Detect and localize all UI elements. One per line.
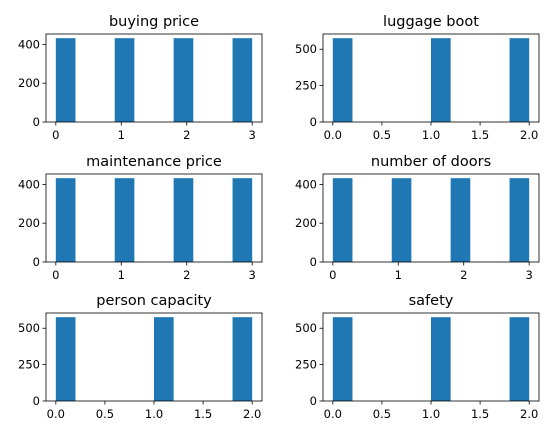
histogram-bar <box>333 178 353 262</box>
x-tick-label: 0 <box>329 268 336 282</box>
subplot-buying-price: buying price 0 1 2 3 0 200 400 <box>18 14 262 142</box>
x-tick-label: 1.5 <box>194 407 212 421</box>
y-tick-label: 400 <box>295 177 317 191</box>
histogram-bar <box>115 38 135 122</box>
x-tick-label: 1.5 <box>471 407 489 421</box>
subplot-title: buying price <box>109 14 199 30</box>
histogram-bar <box>56 38 76 122</box>
x-tick-label: 0.0 <box>324 407 342 421</box>
y-tick-label: 0 <box>310 255 317 269</box>
histogram-bar <box>154 317 174 401</box>
x-tick-label: 1 <box>395 268 402 282</box>
x-tick-label: 2.0 <box>520 407 538 421</box>
x-tick-label: 2 <box>183 128 190 142</box>
y-tick-label: 400 <box>18 37 40 51</box>
histogram-bar <box>56 178 76 262</box>
histogram-bar <box>333 38 353 122</box>
x-tick-label: 1.0 <box>422 128 440 142</box>
x-tick-label: 0.5 <box>96 407 114 421</box>
subplot-title: luggage boot <box>383 14 479 30</box>
x-tick-label: 0.0 <box>47 407 65 421</box>
x-tick-label: 0.5 <box>373 407 391 421</box>
histogram-bar <box>431 38 451 122</box>
x-tick-label: 2.0 <box>520 128 538 142</box>
x-tick-label: 3 <box>526 268 533 282</box>
histogram-bar <box>174 178 194 262</box>
histogram-bar <box>233 38 253 122</box>
axes-frame <box>46 34 262 122</box>
x-tick-label: 1 <box>118 268 125 282</box>
histogram-bar <box>174 38 194 122</box>
y-tick-label: 200 <box>18 216 40 230</box>
y-tick-label: 500 <box>18 321 40 335</box>
subplot-maintenance-price: maintenance price 0 1 2 3 0 200 400 <box>18 154 262 282</box>
x-tick-label: 1.5 <box>471 128 489 142</box>
y-tick-label: 500 <box>295 42 317 56</box>
histogram-bar <box>333 317 353 401</box>
histogram-bar <box>115 178 135 262</box>
subplot-title: maintenance price <box>86 154 222 170</box>
y-tick-label: 250 <box>295 79 317 93</box>
x-tick-label: 3 <box>249 128 256 142</box>
y-tick-label: 0 <box>310 115 317 129</box>
subplot-title: person capacity <box>96 293 212 309</box>
histogram-bar <box>233 317 253 401</box>
histogram-bar <box>510 38 530 122</box>
histogram-bar <box>233 178 253 262</box>
x-tick-label: 1 <box>118 128 125 142</box>
y-tick-label: 400 <box>18 177 40 191</box>
y-tick-label: 200 <box>295 216 317 230</box>
x-tick-label: 0.5 <box>373 128 391 142</box>
x-tick-label: 0 <box>52 268 59 282</box>
x-tick-label: 2.0 <box>243 407 261 421</box>
histogram-bar <box>392 178 412 262</box>
y-tick-label: 0 <box>33 115 40 129</box>
subplot-safety: safety 0.0 0.5 1.0 1.5 2.0 0 250 500 <box>295 293 539 421</box>
y-tick-label: 500 <box>295 321 317 335</box>
x-tick-label: 0 <box>52 128 59 142</box>
x-tick-label: 2 <box>460 268 467 282</box>
x-tick-label: 1.0 <box>145 407 163 421</box>
subplot-number-of-doors: number of doors 0 1 2 3 0 200 400 <box>295 154 539 282</box>
subplot-title: safety <box>409 293 454 309</box>
y-tick-label: 200 <box>18 76 40 90</box>
histogram-bar <box>510 317 530 401</box>
histogram-bar <box>56 317 76 401</box>
y-tick-label: 0 <box>33 255 40 269</box>
histogram-bar <box>451 178 471 262</box>
histogram-bar <box>510 178 530 262</box>
subplot-title: number of doors <box>371 154 491 170</box>
histogram-bar <box>431 317 451 401</box>
x-tick-label: 1.0 <box>422 407 440 421</box>
x-tick-label: 3 <box>249 268 256 282</box>
y-tick-label: 0 <box>33 394 40 408</box>
y-tick-label: 250 <box>18 358 40 372</box>
y-tick-label: 0 <box>310 394 317 408</box>
subplot-luggage-boot: luggage boot 0.0 0.5 1.0 1.5 2.0 0 250 500 <box>295 14 539 142</box>
y-tick-label: 250 <box>295 358 317 372</box>
axes-frame <box>46 174 262 262</box>
x-tick-label: 0.0 <box>324 128 342 142</box>
subplot-person-capacity: person capacity 0.0 0.5 1.0 1.5 2.0 0 250 500 <box>18 293 262 421</box>
axes-frame <box>323 174 539 262</box>
x-tick-label: 2 <box>183 268 190 282</box>
